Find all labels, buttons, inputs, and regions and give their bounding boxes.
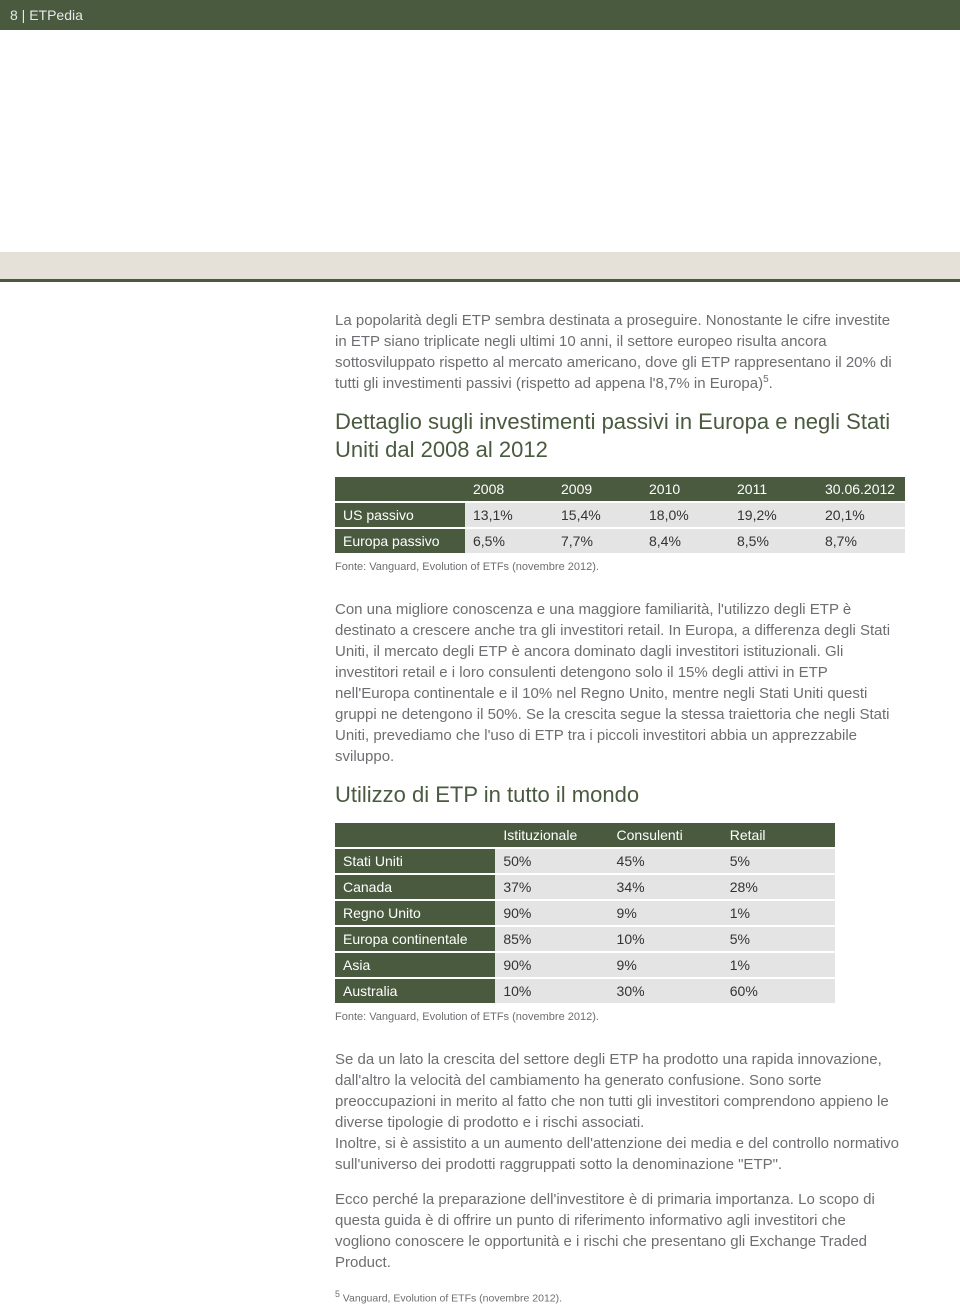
intro-paragraph: La popolarità degli ETP sembra destinata… (335, 310, 905, 394)
col-consulenti: Consulenti (609, 823, 722, 847)
cell: 37% (495, 875, 608, 899)
cell: 15,4% (553, 503, 641, 527)
cell: 90% (495, 953, 608, 977)
cell: 1% (722, 901, 835, 925)
divider-band (0, 252, 960, 282)
cell: 10% (609, 927, 722, 951)
col-retail: Retail (722, 823, 835, 847)
col-2008: 2008 (465, 477, 553, 501)
intro-period: . (769, 375, 773, 392)
row-label: Europa continentale (335, 927, 495, 951)
cell: 19,2% (729, 503, 817, 527)
intro-text: La popolarità degli ETP sembra destinata… (335, 312, 892, 392)
table-header-blank (335, 477, 465, 501)
footnote-5: 5 Vanguard, Evolution of ETFs (novembre … (335, 1289, 905, 1304)
paragraph-confusion: Se da un lato la crescita del settore de… (335, 1049, 905, 1133)
col-2011: 2011 (729, 477, 817, 501)
cell: 6,5% (465, 529, 553, 553)
content-area: La popolarità degli ETP sembra destinata… (335, 310, 905, 1304)
cell: 50% (495, 849, 608, 873)
table-row: Asia 90% 9% 1% (335, 953, 835, 977)
table-row: Europa continentale 85% 10% 5% (335, 927, 835, 951)
source-note-2: Fonte: Vanguard, Evolution of ETFs (nove… (335, 1011, 905, 1023)
source-note-1: Fonte: Vanguard, Evolution of ETFs (nove… (335, 561, 905, 573)
table-row: US passivo 13,1% 15,4% 18,0% 19,2% 20,1% (335, 503, 905, 527)
row-label: Asia (335, 953, 495, 977)
table-etp-usage: Istituzionale Consulenti Retail Stati Un… (335, 823, 835, 1003)
table-header-row: 2008 2009 2010 2011 30.06.2012 (335, 477, 905, 501)
page-header-bar: 8 | ETPedia (0, 0, 960, 30)
cell: 13,1% (465, 503, 553, 527)
row-label: US passivo (335, 503, 465, 527)
cell: 5% (722, 849, 835, 873)
row-label: Europa passivo (335, 529, 465, 553)
table-row: Stati Uniti 50% 45% 5% (335, 849, 835, 873)
col-istituzionale: Istituzionale (495, 823, 608, 847)
table-row: Europa passivo 6,5% 7,7% 8,4% 8,5% 8,7% (335, 529, 905, 553)
cell: 45% (609, 849, 722, 873)
cell: 20,1% (817, 503, 905, 527)
cell: 28% (722, 875, 835, 899)
cell: 9% (609, 901, 722, 925)
cell: 90% (495, 901, 608, 925)
cell: 10% (495, 979, 608, 1003)
table-header-row: Istituzionale Consulenti Retail (335, 823, 835, 847)
row-label: Regno Unito (335, 901, 495, 925)
page-header-text: 8 | ETPedia (10, 7, 83, 23)
cell: 8,4% (641, 529, 729, 553)
row-label: Canada (335, 875, 495, 899)
heading-passive-investments: Dettaglio sugli investimenti passivi in … (335, 408, 905, 463)
cell: 9% (609, 953, 722, 977)
cell: 5% (722, 927, 835, 951)
row-label: Stati Uniti (335, 849, 495, 873)
col-30-06-2012: 30.06.2012 (817, 477, 905, 501)
row-label: Australia (335, 979, 495, 1003)
cell: 34% (609, 875, 722, 899)
footnote-5-text: Vanguard, Evolution of ETFs (novembre 20… (340, 1292, 562, 1304)
col-2009: 2009 (553, 477, 641, 501)
cell: 8,7% (817, 529, 905, 553)
paragraph-guide-purpose: Ecco perché la preparazione dell'investi… (335, 1189, 905, 1273)
heading-etp-world-usage: Utilizzo di ETP in tutto il mondo (335, 781, 905, 809)
cell: 85% (495, 927, 608, 951)
table-row: Australia 10% 30% 60% (335, 979, 835, 1003)
cell: 1% (722, 953, 835, 977)
cell: 8,5% (729, 529, 817, 553)
table-header-blank (335, 823, 495, 847)
paragraph-retail-growth: Con una migliore conoscenza e una maggio… (335, 599, 905, 767)
table-row: Canada 37% 34% 28% (335, 875, 835, 899)
col-2010: 2010 (641, 477, 729, 501)
cell: 30% (609, 979, 722, 1003)
cell: 18,0% (641, 503, 729, 527)
cell: 7,7% (553, 529, 641, 553)
table-row: Regno Unito 90% 9% 1% (335, 901, 835, 925)
table-passive-investments: 2008 2009 2010 2011 30.06.2012 US passiv… (335, 477, 905, 553)
paragraph-regulatory: Inoltre, si è assistito a un aumento del… (335, 1133, 905, 1175)
cell: 60% (722, 979, 835, 1003)
